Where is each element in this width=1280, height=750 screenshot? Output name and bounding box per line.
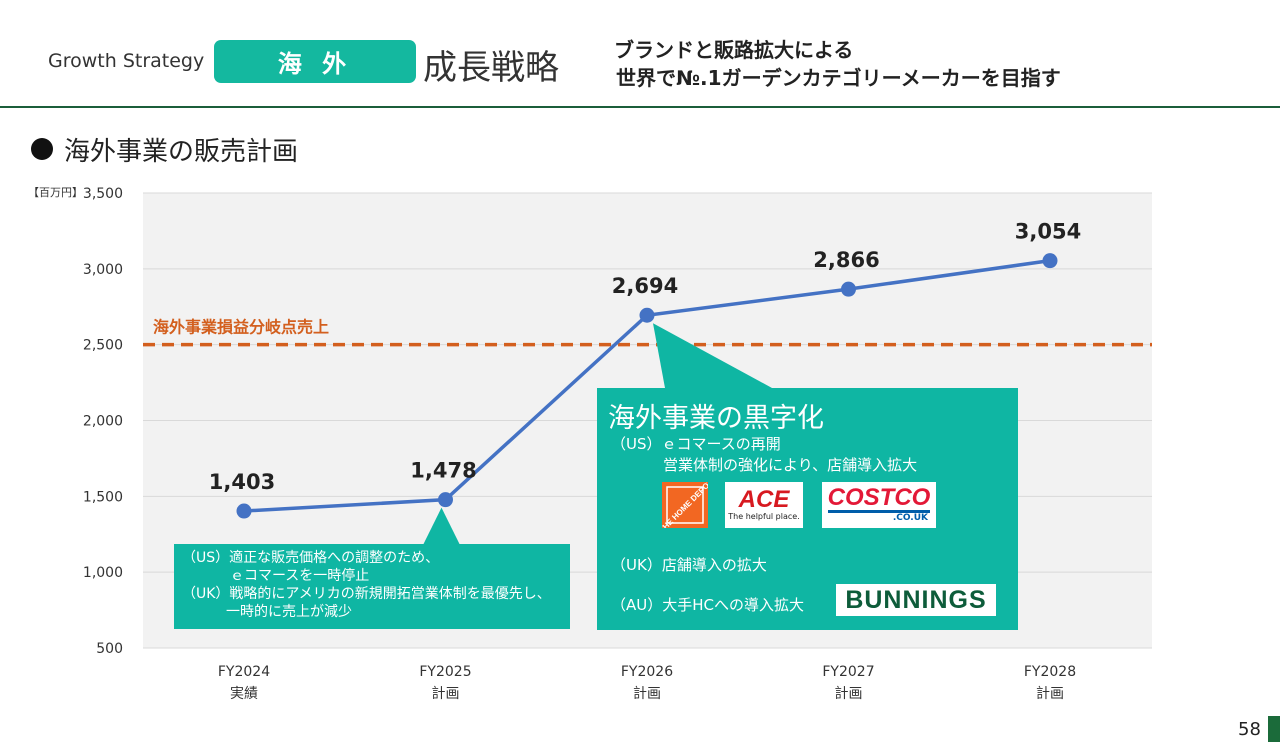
costco-logo-sub: .CO.UK [892, 513, 928, 523]
slogan-line-1: ブランドと販路拡大による [614, 38, 854, 62]
x-axis-ticks: FY2024 実績 FY2025 計画 FY2026 計画 FY2027 計画 FY2028 計画 [218, 664, 1076, 702]
callout-left-line-4: 一時的に売上が減少 [226, 604, 352, 620]
page-number: 58 [1238, 719, 1261, 740]
data-point [438, 492, 453, 508]
x-tick-sublabel: 計画 [835, 686, 863, 702]
x-tick-sublabel: 実績 [230, 686, 258, 702]
slogan-line-2: 世界で№.1ガーデンカテゴリーメーカーを目指す [616, 66, 1061, 90]
data-labels: 1,403 1,478 2,694 2,866 3,054 [209, 220, 1081, 494]
home-depot-logo: THE HOME DEPOT [662, 482, 708, 528]
callout-right-us-line-1: （US）ｅコマースの再開 [611, 435, 781, 453]
x-tick-label: FY2024 [218, 664, 270, 680]
bunnings-logo-text: BUNNINGS [845, 585, 987, 614]
ace-logo: ACE The helpful place. [725, 482, 803, 528]
data-label: 2,866 [813, 248, 879, 272]
data-point [1042, 253, 1058, 269]
data-label: 1,403 [209, 470, 275, 494]
growth-strategy-label: Growth Strategy [48, 50, 205, 72]
slogan: ブランドと販路拡大による 世界で№.1ガーデンカテゴリーメーカーを目指す [614, 36, 1061, 92]
callout-right-title: 海外事業の黒字化 [608, 403, 824, 434]
y-tick-label: 3,000 [83, 262, 123, 278]
home-depot-logo-text: THE HOME DEPOT [662, 482, 708, 528]
x-tick-label: FY2025 [419, 664, 471, 680]
x-tick-label: FY2026 [621, 664, 673, 680]
callout-left-line-2: ｅコマースを一時停止 [230, 568, 370, 584]
costco-logo: COSTCO .CO.UK [822, 482, 936, 528]
x-tick-sublabel: 計画 [432, 686, 460, 702]
y-tick-label: 3,500 [83, 186, 123, 202]
region-badge: 海 外 [214, 40, 416, 83]
data-points [236, 253, 1058, 519]
callout-left-pointer [423, 507, 460, 544]
y-tick-label: 500 [96, 641, 123, 657]
y-tick-label: 2,000 [83, 414, 123, 430]
section-bullet-icon [31, 138, 53, 160]
y-tick-label: 1,000 [83, 565, 123, 581]
section-title: 海外事業の販売計画 [64, 137, 299, 167]
x-tick-label: FY2027 [822, 664, 874, 680]
callout-left: （US）適正な販売価格への調整のため、 ｅコマースを一時停止 （UK）戦略的にア… [174, 544, 570, 629]
callout-right-us-line-2: 営業体制の強化により、店舗導入拡大 [663, 456, 918, 474]
x-tick-label: FY2028 [1024, 664, 1076, 680]
breakeven-label: 海外事業損益分岐点売上 [153, 318, 329, 337]
callout-left-line-1: （US）適正な販売価格への調整のため、 [182, 550, 440, 566]
callout-left-line-3: （UK）戦略的にアメリカの新規開拓営業体制を最優先し、 [182, 586, 551, 602]
data-point [236, 503, 252, 519]
callout-right-au-line: （AU）大手HCへの導入拡大 [611, 596, 804, 614]
data-label: 2,694 [612, 274, 678, 298]
data-label: 3,054 [1015, 220, 1081, 244]
page-tab [1268, 716, 1280, 742]
y-axis-ticks: 500 1,000 1,500 2,000 2,500 3,000 3,500 [83, 186, 123, 657]
data-label: 1,478 [410, 459, 476, 483]
strategy-title: 成長戦略 [423, 48, 559, 88]
y-axis-unit-label: 【百万円】 [28, 186, 83, 199]
callout-right-pointer [653, 323, 772, 388]
ace-logo-tagline: The helpful place. [728, 512, 800, 521]
y-tick-label: 2,500 [83, 338, 123, 354]
ace-logo-text: ACE [738, 486, 790, 513]
data-point [841, 281, 856, 297]
y-tick-label: 1,500 [83, 489, 123, 505]
data-point [639, 307, 655, 323]
header-divider [0, 106, 1280, 108]
x-tick-sublabel: 計画 [633, 686, 661, 702]
bunnings-logo: BUNNINGS [836, 584, 996, 616]
callout-right-uk-line: （UK）店舗導入の拡大 [611, 556, 767, 574]
x-tick-sublabel: 計画 [1036, 686, 1064, 702]
costco-logo-text: COSTCO [827, 484, 931, 513]
